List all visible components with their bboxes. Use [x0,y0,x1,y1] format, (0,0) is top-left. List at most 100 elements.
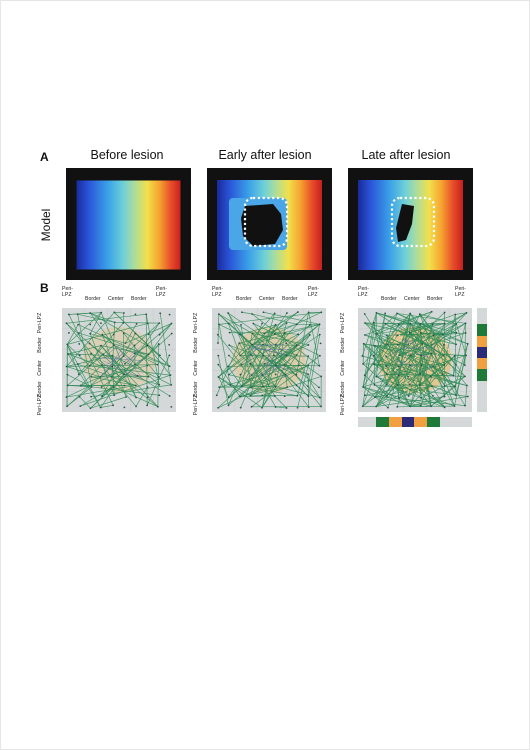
network-node [445,388,447,390]
network-node [399,356,401,358]
network-node [169,374,172,377]
network-node [66,373,69,376]
network-node [122,312,125,314]
network-node [240,385,243,388]
network-node [295,373,298,376]
network-connection [386,384,445,408]
network-node [387,347,390,349]
network-connection [362,386,432,407]
network-node [320,311,323,314]
network-node [426,340,428,342]
network-node [168,343,171,346]
network-connection [433,342,437,364]
network-node [406,353,408,356]
network-node [67,313,70,316]
network-connection [362,312,377,357]
network-node [318,386,320,389]
network-node [396,343,399,346]
network-node [387,406,389,409]
network-connection [274,395,287,409]
network-node [465,384,468,387]
network-node [170,383,173,386]
network-connection [464,323,466,366]
xlabel-peri-right: Peri- LPZ [455,286,466,298]
network-connection [376,323,445,335]
network-node [396,384,399,386]
network-node [363,313,366,315]
network-connection [101,333,136,397]
network-node [250,374,253,377]
network-connection [252,313,297,325]
network-node [375,311,378,314]
network-node [447,348,449,351]
network-node [307,406,310,408]
zone-bar-segment [477,347,487,358]
network-node [419,373,422,376]
network-node [453,355,456,357]
network-node [261,406,263,409]
network-node [133,352,136,355]
network-node [361,405,364,408]
network-node [399,382,401,384]
network-node [273,354,275,357]
network-node [296,311,299,313]
network-connection [374,344,398,347]
network-node [113,321,116,324]
network-connection [159,323,172,335]
network-connection [246,356,273,379]
network-node [273,395,276,397]
network-connection [420,355,446,387]
network-node [67,353,69,355]
title-before-lesion: Before lesion [90,148,164,162]
network-connection [262,344,297,356]
network-connection [362,322,375,388]
network-node [295,354,298,356]
network-connection [376,312,457,334]
network-connection [90,396,127,409]
network-node [88,342,91,345]
network-node [283,395,286,398]
network-connection [433,332,466,336]
network-node [217,363,220,366]
network-node [66,405,69,408]
network-connection [252,323,320,345]
network-node [252,322,255,325]
network-node [363,394,366,397]
network-node [170,322,173,325]
network-connection [362,313,398,407]
network-node [122,322,125,324]
network-node [385,384,388,386]
network-connection [398,324,444,356]
network-connection [239,386,276,397]
network-node [110,376,113,378]
network-node [227,354,230,357]
network-node [443,311,446,314]
network-node [229,384,232,386]
network-connection [101,364,136,388]
network-connection [240,324,252,388]
network-node [404,390,406,392]
network-node [443,406,446,409]
network-connection [362,396,376,407]
xlabel-border-left: Border [381,296,397,302]
xlabel-border-right: Border [427,296,443,302]
zone-bar-segment [477,369,487,381]
network-node [318,364,321,367]
network-connection [106,345,143,379]
network-connection [241,333,299,366]
network-connection [275,332,286,345]
network-node [228,373,230,376]
network-connection [275,324,321,398]
network-connection [67,353,125,375]
network-node [274,385,277,388]
network-node [112,344,115,347]
network-node [297,333,300,336]
network-node [419,404,422,407]
network-node [90,375,93,378]
network-node [440,341,443,343]
network-connection [89,365,171,376]
network-node [122,332,125,335]
network-connection [296,312,309,325]
network-node [408,343,410,345]
network-connection [420,324,434,356]
